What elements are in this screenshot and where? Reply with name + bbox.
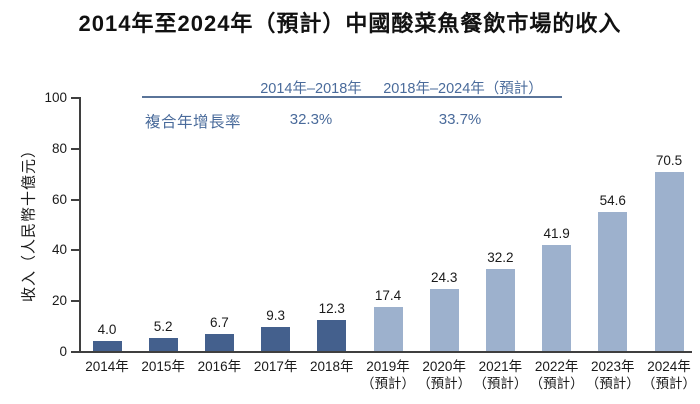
bar-value-2015年: 5.2	[153, 318, 173, 334]
y-tick	[71, 97, 79, 99]
bar-value-2016年: 6.7	[210, 314, 229, 330]
x-label-note: （預計）	[473, 376, 528, 391]
y-tick-label: 80	[51, 140, 67, 156]
cagr-period-1-label: 2014年–2018年	[260, 81, 362, 97]
x-label-note: （預計）	[585, 376, 640, 391]
bar-value-2024年: 70.5	[655, 152, 683, 168]
x-label-2021年: 2021年 （預計）	[464, 358, 536, 392]
x-label-2014年: 2014年	[71, 358, 143, 375]
y-tick	[71, 198, 79, 201]
x-label-2015年: 2015年	[127, 358, 199, 375]
y-tick	[71, 249, 79, 252]
x-label-year: 2020年	[422, 359, 466, 374]
x-label-year: 2022年	[534, 359, 579, 374]
x-label-2020年: 2020年 （預計）	[408, 358, 480, 392]
x-label-year: 2023年	[591, 359, 635, 374]
x-label-2024年: 2024年 （預計）	[633, 358, 700, 392]
x-label-note: （預計）	[361, 376, 415, 391]
x-label-2016年: 2016年	[183, 358, 255, 375]
x-label-year: 2019年	[366, 359, 410, 374]
x-label-year: 2021年	[478, 359, 523, 374]
y-axis-line	[79, 97, 81, 353]
cagr-value-2: 33.7%	[438, 111, 482, 128]
bar-2014年	[92, 340, 122, 351]
bar-2021年	[485, 269, 515, 351]
y-tick	[71, 300, 79, 303]
x-label-year: 2024年	[647, 359, 691, 374]
cagr-period-2-label: 2018年–2024年（預計）	[383, 81, 543, 97]
x-label-2022年: 2022年 （預計）	[521, 358, 593, 392]
bar-2017年	[261, 327, 291, 351]
y-axis-title: 收入（人民幣十億元）	[20, 141, 38, 303]
bar-value-2018年: 12.3	[318, 300, 345, 316]
cagr-value-1: 32.3%	[289, 111, 333, 128]
cagr-row-label: 複合年增長率	[145, 114, 242, 131]
x-label-year: 2016年	[197, 359, 242, 374]
bar-value-2020年: 24.3	[431, 270, 458, 286]
x-label-year: 2015年	[141, 359, 185, 374]
bar-2015年	[148, 337, 178, 351]
bar-2016年	[204, 333, 234, 351]
x-label-year: 2014年	[85, 359, 129, 374]
x-label-year: 2017年	[253, 359, 298, 374]
x-axis-line	[79, 351, 692, 353]
bar-2020年	[429, 289, 459, 351]
y-tick-label: 60	[51, 191, 67, 207]
bar-value-2023年: 54.6	[599, 193, 626, 209]
bar-value-2017年: 9.3	[266, 308, 285, 324]
x-label-2017年: 2017年	[240, 358, 312, 375]
bar-value-2019年: 17.4	[374, 287, 402, 303]
bar-2019年	[373, 306, 403, 351]
y-tick	[71, 147, 79, 150]
x-label-2019年: 2019年 （預計）	[352, 358, 424, 392]
x-label-year: 2018年	[310, 359, 354, 374]
cagr-divider-line	[142, 96, 562, 98]
x-label-2018年: 2018年	[296, 358, 368, 375]
y-tick	[71, 351, 79, 353]
bar-value-2021年: 32.2	[487, 250, 514, 266]
page-title: 2014年至2024年（預計）中國酸菜魚餐飲市場的收入	[78, 11, 622, 36]
bar-2023年	[598, 212, 628, 351]
x-label-note: （預計）	[642, 376, 696, 391]
y-tick-label: 100	[44, 90, 67, 105]
bar-2022年	[542, 244, 572, 351]
x-label-note: （預計）	[529, 376, 584, 391]
bar-value-2014年: 4.0	[97, 321, 117, 337]
y-tick-label: 0	[59, 344, 67, 359]
plot-area: 0 20 40 60 80 100 4.0 2014年 5.2 2015年 6.7 2016年 9.3 2…	[44, 90, 696, 391]
bar-value-2022年: 41.9	[543, 225, 570, 241]
x-label-note: （預計）	[417, 376, 472, 391]
bar-2024年	[654, 171, 684, 351]
y-tick-label: 40	[51, 242, 67, 258]
x-label-2023年: 2023年 （預計）	[577, 358, 649, 392]
bar-2018年	[317, 319, 347, 351]
y-tick-label: 20	[51, 293, 67, 309]
